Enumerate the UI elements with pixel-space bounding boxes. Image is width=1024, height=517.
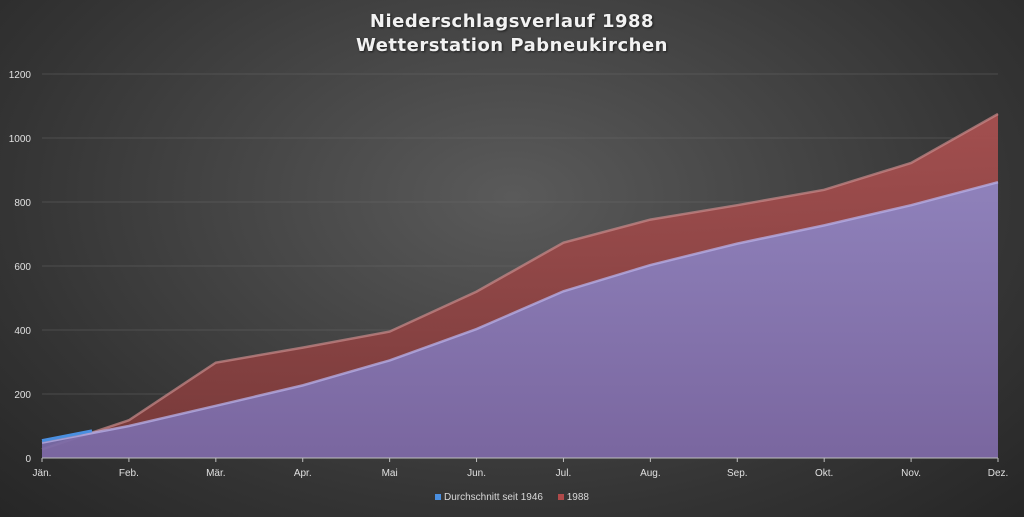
legend-item-average[interactable]: Durchschnitt seit 1946	[435, 492, 543, 503]
x-tick-label: Aug.	[640, 468, 661, 479]
x-tick-label: Okt.	[815, 468, 833, 479]
x-tick-label: Jul.	[556, 468, 572, 479]
legend: Durchschnitt seit 1946 1988	[0, 492, 1024, 503]
y-tick-label: 600	[14, 262, 31, 273]
x-tick-label: Apr.	[294, 468, 312, 479]
legend-label-average: Durchschnitt seit 1946	[444, 492, 543, 503]
average-start-highlight	[41, 429, 93, 443]
title-line: Niederschlagsverlauf 1988	[369, 11, 655, 32]
legend-item-1988[interactable]: 1988	[557, 492, 589, 503]
line-1988	[41, 112, 999, 451]
legend-label-1988: 1988	[566, 492, 589, 503]
axes	[41, 457, 999, 462]
x-tick-label: Feb.	[119, 468, 139, 479]
y-tick-label: 1000	[9, 134, 32, 145]
line-average	[41, 180, 999, 444]
subtitle-line: Wetterstation Pabneukirchen	[355, 35, 668, 56]
x-tick-label: Mai	[382, 468, 398, 479]
x-tick-label: Mär.	[206, 468, 225, 479]
x-tick-label: Jän.	[33, 468, 52, 479]
x-tick-label: Jun.	[467, 468, 486, 479]
y-tick-labels: 0 200 400 600 800 1000 1200	[9, 70, 32, 465]
y-tick-label: 1200	[9, 70, 32, 81]
y-tick-label: 0	[25, 454, 31, 465]
y-tick-label: 800	[14, 198, 31, 209]
x-tick-label: Sep.	[727, 468, 748, 479]
x-tick-labels: Jän. Feb. Mär. Apr. Mai Jun. Jul. Aug. Sep. Okt. N…	[33, 468, 1009, 479]
legend-swatch-average	[435, 494, 441, 501]
y-tick-label: 400	[14, 326, 31, 337]
chart-areas	[41, 112, 999, 458]
x-tick-label: Nov.	[901, 468, 921, 479]
y-tick-label: 200	[14, 390, 31, 401]
area-average	[42, 182, 998, 458]
x-tick-label: Dez.	[988, 468, 1009, 479]
chart-title: Niederschlagsverlauf 1988 Wetterstation …	[0, 10, 1024, 58]
legend-swatch-1988	[557, 494, 564, 501]
